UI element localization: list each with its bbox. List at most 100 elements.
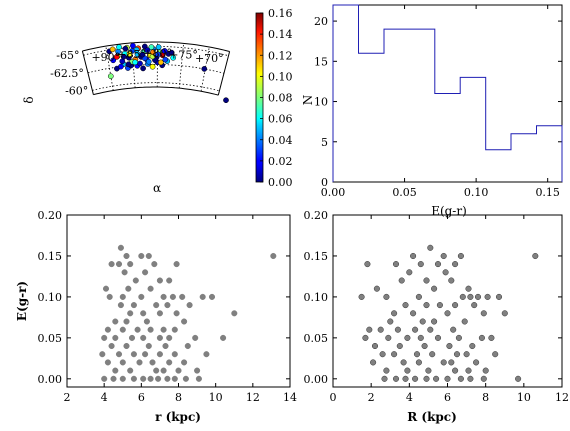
R-scatter-ytick-label: 0.00 bbox=[304, 373, 329, 386]
sky-point bbox=[168, 49, 175, 56]
r-scatter-point bbox=[186, 302, 193, 309]
r-scatter-xtick-label: 4 bbox=[101, 391, 108, 404]
r-scatter-xlabel: r (kpc) bbox=[155, 410, 201, 424]
R-scatter-xtick-label: 8 bbox=[482, 391, 489, 404]
r-scatter-point bbox=[112, 334, 119, 341]
R-scatter-point bbox=[387, 318, 394, 325]
R-scatter-point bbox=[392, 375, 400, 382]
colorbar-tick-label: 0.06 bbox=[268, 113, 293, 126]
r-scatter-point bbox=[181, 359, 188, 366]
r-scatter-point bbox=[156, 351, 163, 358]
R-scatter-point bbox=[465, 285, 472, 292]
R-scatter-point bbox=[391, 310, 398, 317]
R-scatter-point bbox=[452, 302, 459, 309]
R-scatter-ytick-label: 0.05 bbox=[304, 332, 329, 345]
r-scatter-xtick-label: 14 bbox=[283, 391, 297, 404]
sky-point bbox=[126, 51, 133, 57]
colorbar-tick-label: 0.02 bbox=[268, 155, 293, 168]
r-scatter-point bbox=[119, 375, 126, 382]
sky-point bbox=[120, 53, 127, 60]
r-scatter-point bbox=[138, 252, 145, 260]
r-scatter-point bbox=[164, 375, 171, 382]
R-scatter-point bbox=[427, 244, 434, 251]
r-scatter-point bbox=[194, 367, 201, 374]
r-scatter-point bbox=[115, 351, 123, 358]
R-scatter-point bbox=[366, 326, 373, 333]
r-scatter-point bbox=[142, 351, 149, 358]
r-scatter-point bbox=[231, 310, 238, 317]
R-scatter-xlabel: R (kpc) bbox=[407, 410, 457, 424]
R-scatter-point bbox=[423, 302, 430, 309]
R-scatter-point bbox=[379, 351, 386, 358]
sky-point bbox=[157, 59, 164, 66]
R-scatter-point bbox=[532, 252, 539, 260]
R-scatter-point bbox=[484, 293, 491, 300]
hist-ylabel: N bbox=[301, 95, 315, 106]
R-scatter-point bbox=[392, 261, 400, 268]
r-scatter-ytick-label: 0.10 bbox=[38, 291, 63, 304]
sky-point bbox=[161, 48, 168, 54]
r-scatter-point bbox=[132, 277, 139, 284]
r-scatter-point bbox=[125, 285, 132, 292]
r-scatter-point bbox=[173, 261, 180, 268]
sky-point bbox=[170, 54, 177, 61]
r-scatter-point bbox=[104, 359, 111, 366]
r-scatter-point bbox=[153, 302, 160, 309]
r-scatter-point bbox=[153, 367, 160, 374]
R-scatter-point bbox=[488, 334, 495, 341]
hist-xtick-label: 0.10 bbox=[464, 186, 489, 199]
R-scatter-point bbox=[444, 310, 451, 317]
r-scatter-point bbox=[112, 318, 119, 325]
colorbar-tick-label: 0.14 bbox=[268, 28, 293, 41]
r-scatter-point bbox=[123, 318, 130, 325]
r-scatter-point bbox=[121, 269, 128, 276]
r-scatter-point bbox=[160, 293, 167, 300]
r-scatter-point bbox=[140, 310, 147, 317]
sky-point bbox=[118, 63, 124, 70]
histogram-panel: 0 5 10 15 20 0.00 0.05 0.10 0.15 E(g-r) N bbox=[301, 4, 563, 218]
R-scatter-point bbox=[434, 334, 442, 341]
r-scatter-point bbox=[179, 293, 186, 300]
r-scatter-point bbox=[171, 326, 178, 333]
R-scatter-point bbox=[412, 375, 419, 382]
sky-point bbox=[130, 42, 136, 49]
hist-ytick-label: 0 bbox=[321, 176, 328, 189]
r-scatter-point bbox=[108, 342, 115, 350]
sky-point bbox=[162, 56, 169, 63]
sky-point bbox=[137, 60, 143, 67]
dec-tick-label: -65° bbox=[56, 49, 79, 62]
hist-axes: 0 5 10 15 20 0.00 0.05 0.10 0.15 bbox=[314, 4, 563, 199]
ra-gridline bbox=[178, 43, 184, 89]
hist-xtick-label: 0.15 bbox=[535, 186, 560, 199]
R-scatter-point bbox=[410, 252, 417, 260]
colorbar: 0.00 0.02 0.04 0.06 0.08 0.10 0.12 0.14 0.16 bbox=[255, 7, 293, 189]
R-scatter-xtick-label: 0 bbox=[330, 391, 337, 404]
R-scatter-point bbox=[383, 367, 390, 374]
sky-point bbox=[144, 47, 151, 53]
R-scatter-point bbox=[501, 310, 508, 317]
hist-bars bbox=[332, 4, 563, 182]
r-scatter-points bbox=[99, 244, 277, 382]
r-scatter-xtick-label: 10 bbox=[209, 391, 223, 404]
R-scatter-point bbox=[471, 302, 478, 309]
sky-point bbox=[132, 59, 138, 66]
R-scatter-point bbox=[452, 367, 459, 374]
sky-ylabel: δ bbox=[22, 96, 36, 103]
R-scatter-point bbox=[421, 342, 428, 350]
R-scatter-point bbox=[434, 261, 442, 268]
r-scatter-point bbox=[104, 326, 111, 333]
r-scatter-point bbox=[199, 293, 206, 300]
sky-map-panel: -60° -62.5° -65° +90°+85°+80°+75°+70° α δ bbox=[22, 41, 231, 195]
r-scatter-point bbox=[142, 269, 149, 276]
r-scatter-point bbox=[127, 310, 134, 317]
R-scatter-point bbox=[463, 351, 470, 358]
colorbar-tick-label: 0.08 bbox=[268, 92, 293, 105]
R-scatter-point bbox=[362, 334, 369, 341]
R-scatter-point bbox=[358, 293, 365, 300]
r-scatter-point bbox=[101, 334, 108, 341]
r-scatter-point bbox=[128, 334, 136, 341]
dec-gridline bbox=[92, 82, 220, 92]
r-scatter-point bbox=[138, 293, 145, 300]
R-scatter-point bbox=[431, 318, 438, 325]
